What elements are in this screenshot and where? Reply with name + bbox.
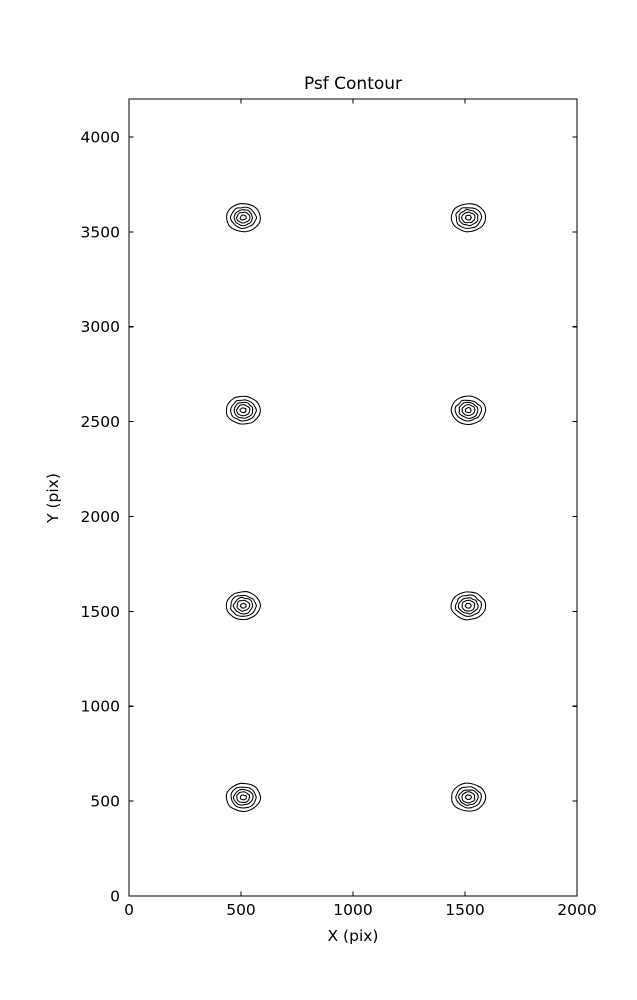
page-title: Psf Contour <box>304 74 402 94</box>
contour-level-ring <box>230 786 257 809</box>
contour-level-ring <box>230 594 257 617</box>
contour-level-ring <box>229 206 258 230</box>
x-axis-label: X (pix) <box>328 927 379 945</box>
psf-contour-source <box>450 395 487 425</box>
contour-level-ring <box>461 599 476 612</box>
psf-contour-source <box>225 782 262 812</box>
contour-level-ring <box>239 407 247 414</box>
contour-level-ring <box>233 401 254 419</box>
y-tick-label: 2000 <box>81 508 120 526</box>
axes-frame <box>128 98 578 897</box>
axes-spines <box>128 98 578 897</box>
contour-level-ring <box>455 786 482 809</box>
x-tick-label: 2000 <box>557 901 596 919</box>
contour-level-ring <box>225 782 262 812</box>
contour-level-ring <box>239 602 247 609</box>
axis-titles: X (pix) Y (pix) <box>44 473 378 945</box>
contour-level-ring <box>239 214 247 221</box>
contour-level-ring <box>226 203 261 233</box>
plot-title-group: Psf Contour <box>304 74 402 94</box>
x-tick-label: 500 <box>226 901 256 919</box>
contour-level-ring <box>230 399 257 422</box>
psf-contour-source <box>451 782 487 812</box>
contour-level-ring <box>464 602 472 609</box>
x-tick-label: 1000 <box>333 901 372 919</box>
y-tick-label: 500 <box>90 793 120 811</box>
contour-level-ring <box>464 214 473 221</box>
contour-level-ring <box>457 597 479 615</box>
y-tick-label: 3000 <box>81 318 120 336</box>
contour-level-ring <box>455 207 483 229</box>
y-tick-label: 0 <box>110 888 120 906</box>
contour-level-ring <box>461 404 476 417</box>
x-tick-label: 0 <box>124 901 134 919</box>
y-tick-label: 4000 <box>81 128 120 146</box>
y-tick-label: 1500 <box>81 603 120 621</box>
y-tick-label: 3500 <box>81 223 120 241</box>
psf-contour-source <box>450 203 487 233</box>
contour-level-ring <box>236 599 251 612</box>
x-tick-label: 1500 <box>445 901 484 919</box>
axis-tick-labels: 0 500 1000 1500 2000 0 500 1000 1500 2000 2500 3000… <box>81 128 597 919</box>
psf-contour-source <box>450 591 487 621</box>
contour-level-ring <box>451 782 487 812</box>
contour-level-ring <box>225 591 261 621</box>
contour-level-ring <box>235 404 251 417</box>
y-tick-label: 2500 <box>81 413 120 431</box>
axis-ticks <box>128 99 578 897</box>
contour-level-ring <box>232 596 254 615</box>
contour-level-ring <box>454 594 482 617</box>
contour-level-ring <box>458 208 479 227</box>
contour-level-ring <box>464 794 473 800</box>
contour-level-ring <box>461 791 476 804</box>
contour-level-ring <box>450 203 487 233</box>
contour-level-ring <box>225 395 261 425</box>
contour-level-ring <box>458 789 479 806</box>
y-axis-label: Y (pix) <box>44 473 62 524</box>
contour-level-ring <box>239 794 247 801</box>
contour-level-ring <box>454 399 483 422</box>
psf-contour-source <box>225 395 261 425</box>
contour-level-ring <box>461 211 476 224</box>
contour-level-ring <box>233 209 253 227</box>
contour-level-ring <box>235 211 251 224</box>
contour-level-ring <box>458 401 479 419</box>
psf-contour-source <box>226 203 261 233</box>
contour-marks <box>225 203 487 812</box>
contour-level-ring <box>464 406 472 414</box>
y-tick-label: 1000 <box>81 698 120 716</box>
contour-level-ring <box>450 395 487 425</box>
contour-level-ring <box>236 791 251 803</box>
contour-level-ring <box>450 591 487 621</box>
contour-level-ring <box>232 788 254 806</box>
psf-contour-source <box>225 591 261 621</box>
